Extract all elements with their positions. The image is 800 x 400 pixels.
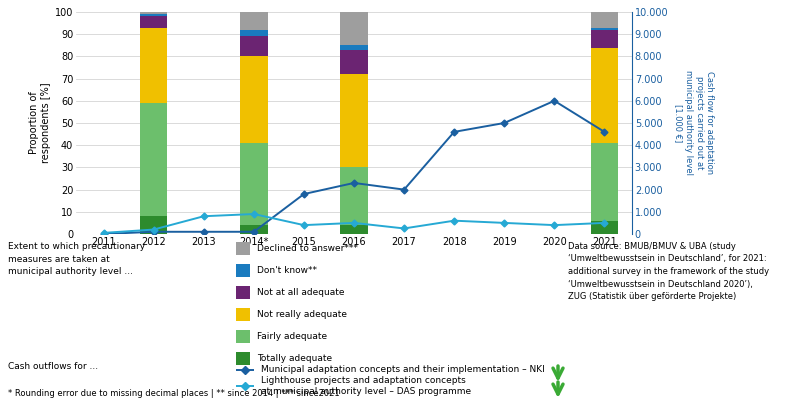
Text: Data source: BMUB/BMUV & UBA (study
‘Umweltbewusstsein in Deutschland’, for 2021: Data source: BMUB/BMUV & UBA (study ‘Umw… <box>568 242 769 301</box>
Text: Fairly adequate: Fairly adequate <box>257 332 327 341</box>
Bar <box>240 36 267 56</box>
Bar <box>140 16 167 28</box>
Text: Lighthouse projects and adaptation concepts
at municipal authority level – DAS p: Lighthouse projects and adaptation conce… <box>261 376 471 396</box>
Text: Municipal adaptation concepts and their implementation – NKI: Municipal adaptation concepts and their … <box>261 366 545 374</box>
Bar <box>140 14 167 16</box>
Bar <box>590 143 618 221</box>
Bar <box>590 48 618 143</box>
Bar <box>340 12 368 45</box>
Bar <box>140 103 167 216</box>
Bar <box>140 12 167 14</box>
Bar <box>590 30 618 48</box>
Bar <box>240 56 267 143</box>
Bar <box>140 216 167 234</box>
Text: Not at all adequate: Not at all adequate <box>257 288 344 297</box>
Text: Don't know**: Don't know** <box>257 266 317 275</box>
Bar <box>590 221 618 234</box>
Text: Totally adequate: Totally adequate <box>257 354 332 363</box>
Bar <box>340 74 368 167</box>
Bar <box>240 225 267 234</box>
Bar <box>340 167 368 225</box>
Bar <box>240 30 267 36</box>
Text: Cash outflows for ...: Cash outflows for ... <box>8 362 98 371</box>
Bar <box>340 225 368 234</box>
Bar <box>590 28 618 30</box>
Bar <box>590 12 618 28</box>
Bar <box>240 12 267 30</box>
Y-axis label: Cash flow for adaptation
projects carried out at
municipal authority level
[1.00: Cash flow for adaptation projects carrie… <box>674 70 714 176</box>
Text: Not really adequate: Not really adequate <box>257 310 347 319</box>
Bar <box>340 45 368 50</box>
Bar <box>140 28 167 103</box>
Text: Declined to answer***: Declined to answer*** <box>257 244 358 253</box>
Bar <box>240 143 267 225</box>
Y-axis label: Proportion of
respondents [%]: Proportion of respondents [%] <box>29 83 50 163</box>
Bar <box>340 50 368 74</box>
Text: * Rounding error due to missing decimal places | ** since 2014 | *** since2021: * Rounding error due to missing decimal … <box>8 389 340 398</box>
Text: Extent to which precautionary
measures are taken at
municipal authority level ..: Extent to which precautionary measures a… <box>8 242 145 276</box>
